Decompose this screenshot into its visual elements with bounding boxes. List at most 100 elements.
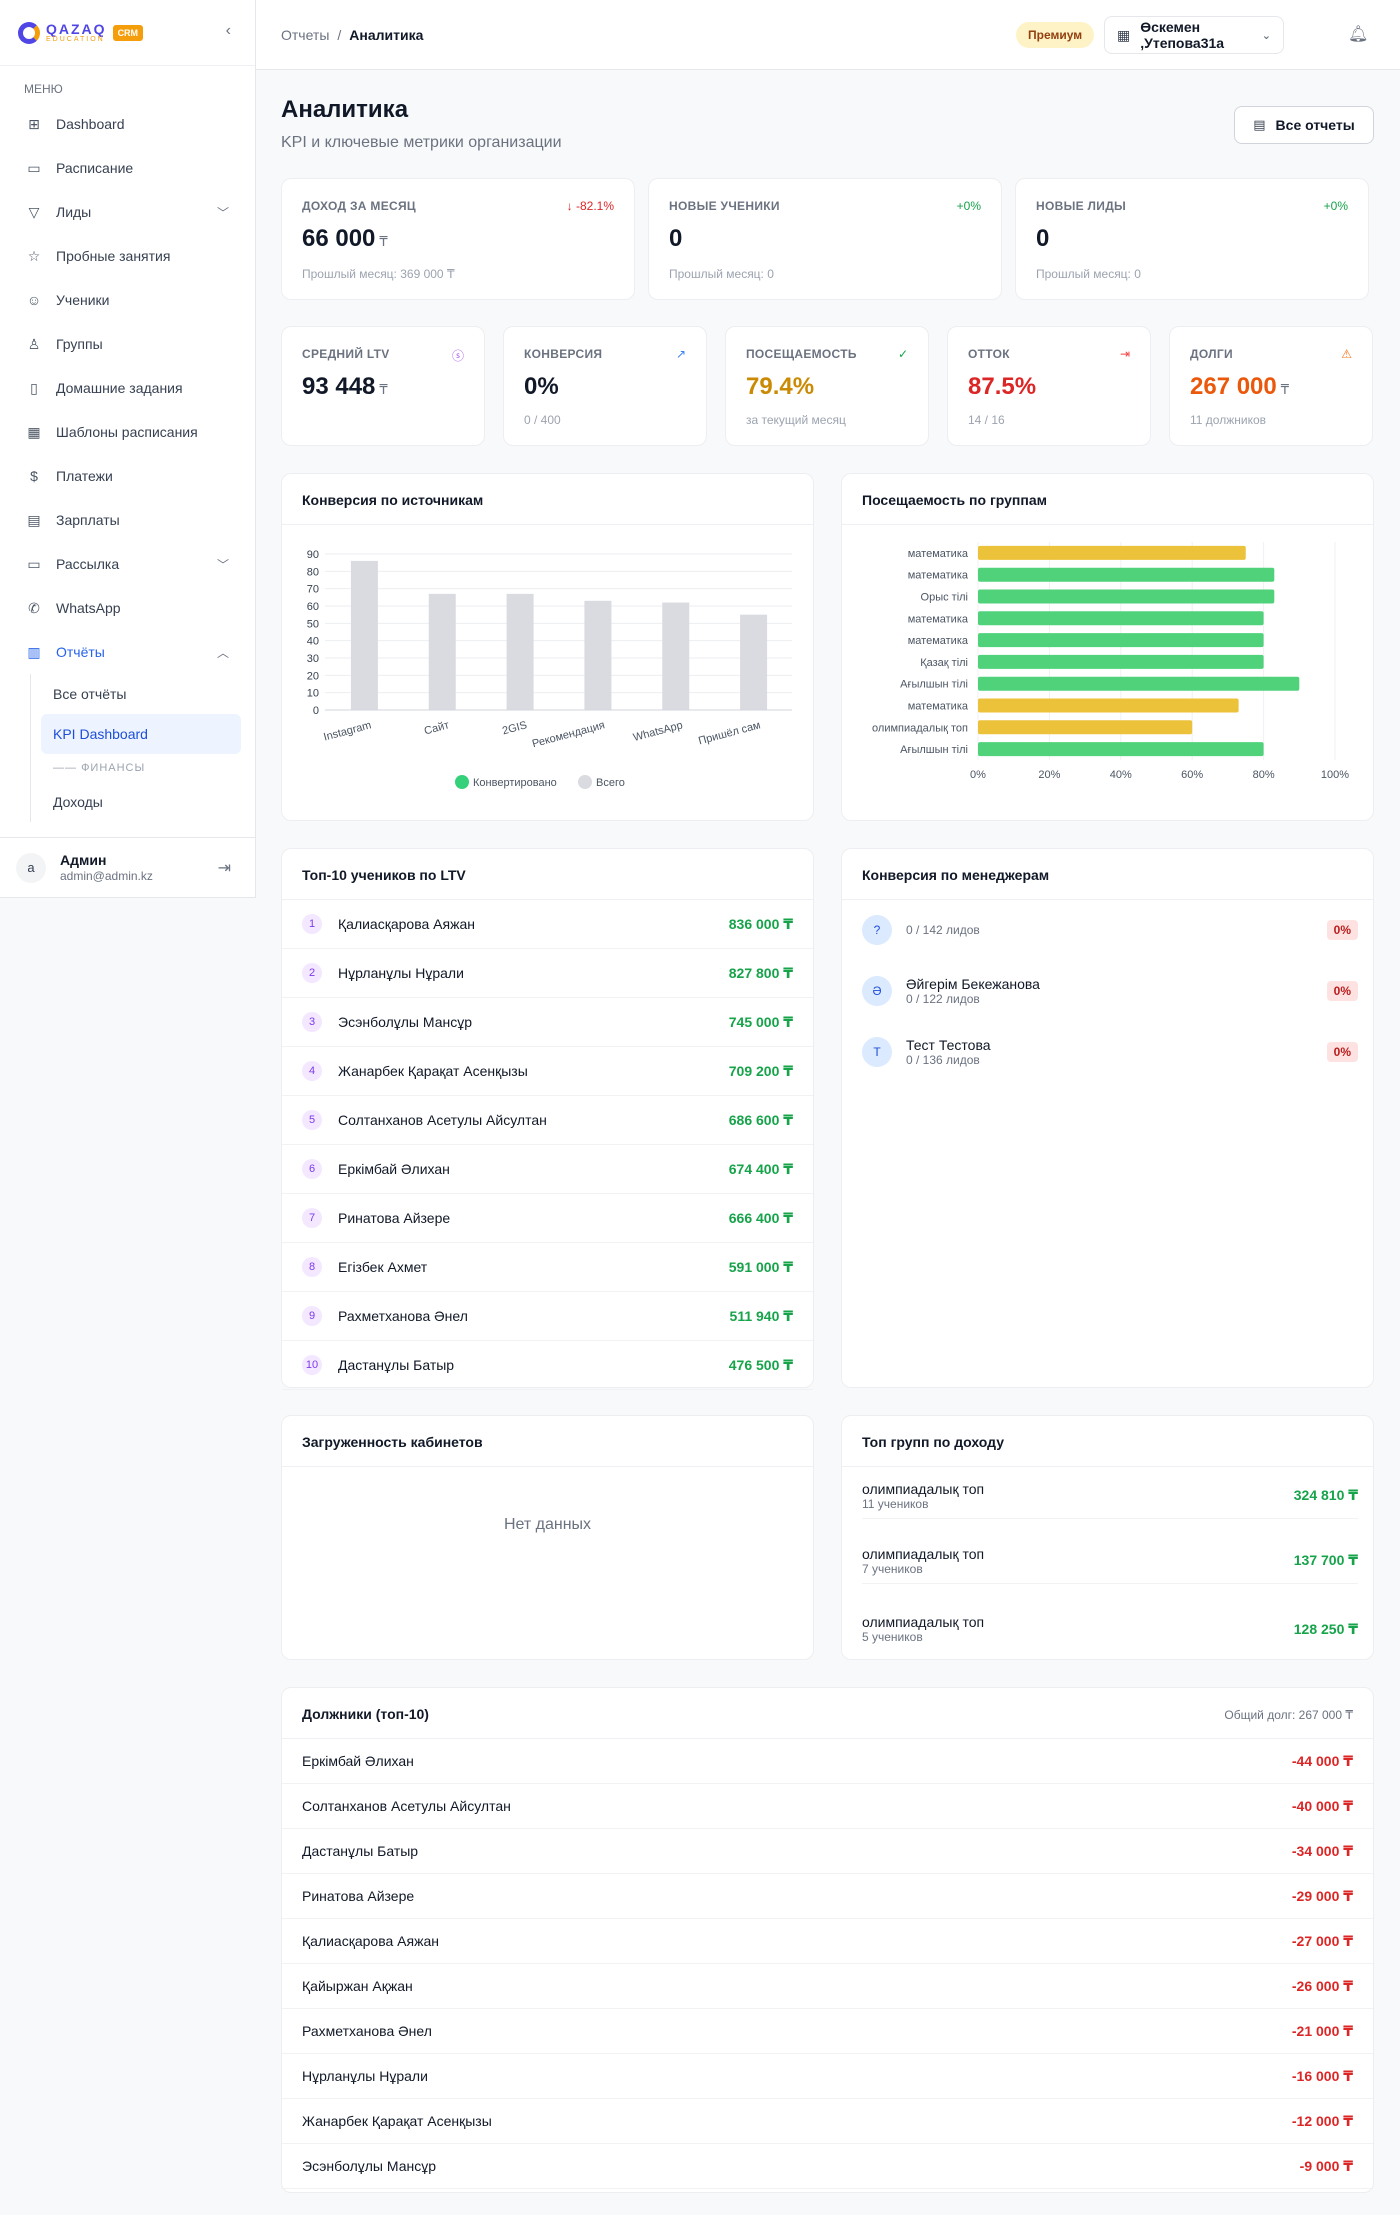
sidebar-item-0[interactable]: ⊞ Dashboard (0, 102, 255, 146)
rooms-load-card: Загруженность кабинетов Нет данных (281, 1415, 814, 1660)
kpi-unit: ₸ (379, 234, 388, 249)
card-title: Топ групп по доходу (862, 1434, 1004, 1450)
table-row[interactable]: Ринатова Айзере -29 000 ₸ (282, 1874, 1373, 1919)
table-row[interactable]: 2 Нұрланұлы Нұрали 827 800 ₸ (282, 949, 813, 998)
x-tick-label: Пришёл сам (697, 719, 762, 747)
breadcrumb-parent[interactable]: Отчеты (281, 26, 330, 43)
avatar[interactable]: a (16, 852, 46, 883)
group-name: олимпиадалық топ (862, 1614, 985, 1630)
topbar: Отчеты / Аналитика Премиум ▦ Өскемен ,Утеп… (256, 0, 1400, 70)
group-row[interactable]: олимпиадалық топ 11 учеников 324 810 ₸ (862, 1479, 1358, 1519)
kpi-card: Доход за месяц ↓ -82.1% 66 000 ₸ Прошлый мес… (281, 178, 635, 300)
manager-row[interactable]: Ә Әйгерім Бекежанова 0 / 122 лидов 0% (862, 974, 1358, 1008)
sidebar-item-10[interactable]: ▭ Рассылка ﹀ (0, 542, 255, 586)
kpi-label: Новые лиды (1036, 199, 1127, 213)
rank-badge: 5 (302, 1110, 322, 1130)
legend-label: Всего (596, 777, 625, 789)
manager-leads: 0 / 136 лидов (906, 1053, 980, 1067)
y-tick-label: 30 (307, 653, 319, 665)
ltv-value: 827 800 ₸ (728, 964, 793, 981)
table-row[interactable]: 6 Еркімбай Әлихан 674 400 ₸ (282, 1145, 813, 1194)
bar (978, 676, 1300, 691)
sidebar-sub-all-reports[interactable]: Все отчёты (53, 686, 127, 702)
table-row[interactable]: 3 Эсэнболұлы Мансұр 745 000 ₸ (282, 998, 813, 1047)
table-row[interactable]: Нұрланұлы Нұрали -16 000 ₸ (282, 2054, 1373, 2099)
kpi-value: 87.5% (968, 373, 1037, 400)
logo[interactable]: QAZAQ EDUCATION CRM ‹ (0, 0, 255, 66)
table-row[interactable]: Эсэнболұлы Мансұр -9 000 ₸ (282, 2144, 1373, 2189)
debt-amount: -40 000 ₸ (1291, 1797, 1353, 1814)
y-tick-label: 20 (307, 670, 319, 682)
chevron-down-icon: ﹀ (216, 205, 229, 220)
table-row[interactable]: Қалиасқарова Аяжан -27 000 ₸ (282, 1919, 1373, 1964)
group-row[interactable]: олимпиадалық топ 7 учеников 137 700 ₸ (862, 1544, 1358, 1584)
manager-row[interactable]: ? 0 / 142 лидов 0% (862, 913, 1358, 947)
student-name: Нұрланұлы Нұрали (338, 965, 464, 981)
card-title: Загруженность кабинетов (302, 1434, 483, 1450)
sidebar-item-4[interactable]: ☺ Ученики (0, 278, 255, 322)
ltv-value: 709 200 ₸ (728, 1062, 793, 1079)
conversion-badge: 0% (1326, 981, 1358, 1001)
page-subtitle: KPI и ключевые метрики организации (281, 134, 562, 151)
rank-badge: 2 (302, 963, 322, 983)
collapse-sidebar-icon[interactable]: ‹ (225, 22, 231, 39)
sidebar-item-6[interactable]: ▯ Домашние задания (0, 366, 255, 410)
logout-icon[interactable]: ⇥ (217, 859, 231, 877)
warning-icon: ⚠ (1341, 347, 1352, 361)
bell-icon[interactable]: 🔔︎ (1348, 26, 1369, 43)
trend-up-icon: ↗ (675, 347, 686, 361)
sidebar-item-1[interactable]: ▭ Расписание (0, 146, 255, 190)
table-row[interactable]: 10 Дастанұлы Батыр 476 500 ₸ (282, 1341, 813, 1390)
bar (978, 742, 1264, 757)
table-row[interactable]: 5 Солтанханов Асетулы Айсултан 686 600 ₸ (282, 1096, 813, 1145)
table-row[interactable]: 9 Рахметханова Әнел 511 940 ₸ (282, 1292, 813, 1341)
menu-title: МЕНЮ (24, 82, 63, 96)
table-row[interactable]: Жанарбек Қарақат Асенқызы -12 000 ₸ (282, 2099, 1373, 2144)
table-row[interactable]: 8 Егізбек Ахмет 591 000 ₸ (282, 1243, 813, 1292)
clipboard-icon: ▯ (30, 379, 38, 396)
all-reports-button[interactable]: ▤ Все отчеты (1234, 106, 1374, 144)
kpi-label: Посещаемость (746, 347, 857, 361)
document-icon: ▤ (1253, 117, 1266, 132)
table-row[interactable]: Дастанұлы Батыр -34 000 ₸ (282, 1829, 1373, 1874)
table-row[interactable]: 4 Жанарбек Қарақат Асенқызы 709 200 ₸ (282, 1047, 813, 1096)
ltv-value: 674 400 ₸ (728, 1160, 793, 1177)
sidebar-sub-income[interactable]: Доходы (53, 794, 103, 810)
table-row[interactable]: Еркімбай Әлихан -44 000 ₸ (282, 1739, 1373, 1784)
y-tick-label: Ағылшын тілі (900, 744, 968, 756)
sidebar-item-8[interactable]: $ Платежи (0, 454, 255, 498)
card-title: Топ-10 учеников по LTV (302, 867, 466, 883)
student-name: Ринатова Айзере (338, 1210, 451, 1226)
sidebar-item-12[interactable]: ▥ Отчёты ︿ (0, 630, 255, 674)
table-row[interactable]: 7 Ринатова Айзере 666 400 ₸ (282, 1194, 813, 1243)
sidebar-item-11[interactable]: ✆ WhatsApp (0, 586, 255, 630)
kpi-card: Отток ⇥ 87.5% 14 / 16 (947, 326, 1151, 446)
rank-badge: 3 (302, 1012, 322, 1032)
debtor-name: Қайыржан Ақжан (302, 1978, 413, 1994)
group-row[interactable]: олимпиадалық топ 5 учеников 128 250 ₸ (862, 1609, 1358, 1649)
sidebar-item-5[interactable]: ♙ Группы (0, 322, 255, 366)
manager-row[interactable]: Т Тест Тестова 0 / 136 лидов 0% (862, 1035, 1358, 1069)
ltv-value: 511 940 ₸ (729, 1307, 793, 1324)
table-row[interactable]: Солтанханов Асетулы Айсултан -40 000 ₸ (282, 1784, 1373, 1829)
bar (978, 611, 1264, 626)
manager-name: Әйгерім Бекежанова (906, 976, 1040, 992)
breadcrumb: Отчеты / Аналитика (281, 26, 424, 43)
sidebar-item-7[interactable]: ▦ Шаблоны расписания (0, 410, 255, 454)
kpi-value: 0 (1036, 225, 1050, 252)
card-title: Посещаемость по группам (862, 492, 1047, 508)
kpi-value: 0 (669, 225, 683, 252)
table-row[interactable]: 1 Қалиасқарова Аяжан 836 000 ₸ (282, 900, 813, 949)
table-row[interactable]: Рахметханова Әнел -21 000 ₸ (282, 2009, 1373, 2054)
table-row[interactable]: Қайыржан Ақжан -26 000 ₸ (282, 1964, 1373, 2009)
branch-select[interactable]: ▦ Өскемен ,Утепова31а ⌄ (1104, 16, 1284, 54)
kpi-label: Отток (968, 347, 1010, 361)
kpi-card: Новые лиды +0% 0 Прошлый месяц: 0 (1015, 178, 1369, 300)
sidebar-item-9[interactable]: ▤ Зарплаты (0, 498, 255, 542)
rank-badge: 8 (302, 1257, 322, 1277)
total-debt: Общий долг: 267 000 ₸ (1224, 1708, 1353, 1722)
sidebar-sub-kpi-dashboard[interactable]: KPI Dashboard (41, 714, 241, 754)
sidebar-item-3[interactable]: ☆ Пробные занятия (0, 234, 255, 278)
sidebar-item-2[interactable]: ▽ Лиды ﹀ (0, 190, 255, 234)
kpi-sub: Прошлый месяц: 0 (669, 267, 774, 281)
